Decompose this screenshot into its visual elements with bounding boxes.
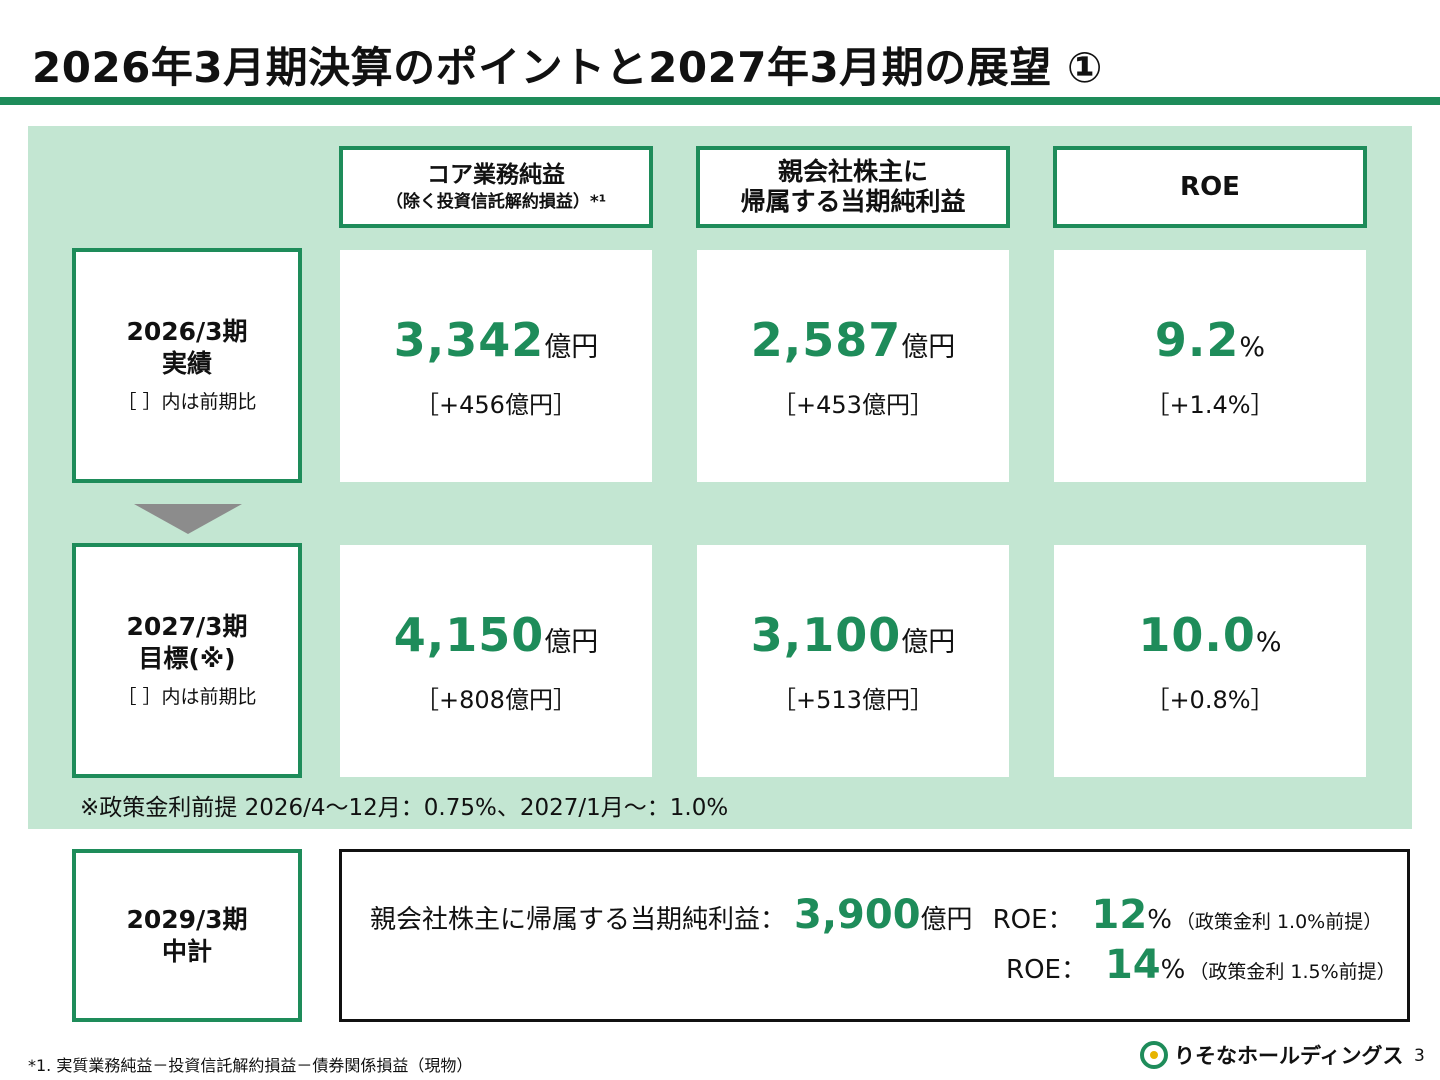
resona-logo-icon [1140,1041,1168,1069]
roe-unit-2: % [1160,955,1186,985]
unit: 億円 [901,331,956,363]
profit-value: 3,900 [794,892,921,938]
yoy-diff: ［+456億円］ [415,390,577,419]
column-header-line1: ROE [1180,172,1240,202]
cell-net-income-2027: 3,100億円 ［+513億円］ [697,545,1009,777]
unit: 億円 [544,331,599,363]
roe-value-2: 14 [1104,942,1161,988]
logo-text: りそなホールディングス [1174,1044,1404,1068]
midterm-line-2: ROE： 14 % （政策金利 1.5%前提） [1006,942,1396,988]
down-arrow-icon [134,504,242,534]
value: 2,587 [750,312,902,367]
row-header-fy2026-actual: 2026/3期 実績 ［ ］内は前期比 [72,248,302,483]
roe-value-1: 12 [1091,892,1148,938]
row-kind: 実績 [161,348,212,378]
column-header-core-net-business-income: コア業務純益 （除く投資信託解約損益）*¹ [339,146,653,228]
roe-note-2: （政策金利 1.5%前提） [1189,961,1396,983]
unit: 億円 [544,626,599,658]
value: 3,100 [750,607,902,662]
policy-rate-assumption-note: ※政策金利前提 2026/4～12月：0.75%、2027/1月～：1.0% [80,795,729,821]
footnote: *1. 実質業務純益－投資信託解約損益－債券関係損益（現物） [28,1056,473,1075]
cell-roe-2026: 9.2% ［+1.4%］ [1054,250,1366,482]
cell-core-income-2027: 4,150億円 ［+808億円］ [340,545,652,777]
unit: % [1255,626,1282,658]
column-header-line2: 帰属する当期純利益 [740,187,966,216]
value: 10.0 [1138,607,1256,662]
column-header-line1: コア業務純益 [427,162,565,188]
yoy-diff: ［+0.8%］ [1145,685,1275,714]
row-header-fy2029-midterm: 2029/3期 中計 [72,849,302,1022]
roe-note-1: （政策金利 1.0%前提） [1175,911,1383,933]
yoy-diff: ［+808億円］ [415,685,577,714]
cell-roe-2027: 10.0% ［+0.8%］ [1054,545,1366,777]
midterm-line-1: 親会社株主に帰属する当期純利益： 3,900 億円 ROE： 12 % （政策金… [370,892,1382,938]
column-header-line1: 親会社株主に [777,157,928,186]
page-number: 3 [1414,1046,1425,1066]
value: 9.2 [1154,312,1240,367]
roe-label: ROE： [1006,955,1087,985]
title-rule [0,97,1440,105]
value: 4,150 [393,607,545,662]
page-title: 2026年3月期決算のポイントと2027年3月期の展望 ① [32,43,1103,92]
yoy-diff: ［+1.4%］ [1145,390,1275,419]
roe-unit-1: % [1147,905,1172,935]
column-header-roe: ROE [1053,146,1367,228]
column-header-line2: （除く投資信託解約損益）*¹ [385,192,607,212]
row-period: 2029/3期 [126,904,248,934]
row-period: 2026/3期 [126,316,248,346]
company-logo: りそなホールディングス [1140,1040,1404,1070]
midterm-plan-box: 親会社株主に帰属する当期純利益： 3,900 億円 ROE： 12 % （政策金… [339,849,1410,1022]
cell-core-income-2026: 3,342億円 ［+456億円］ [340,250,652,482]
yoy-diff: ［+453億円］ [772,390,934,419]
column-header-net-income: 親会社株主に 帰属する当期純利益 [696,146,1010,228]
roe-label: ROE： [992,905,1074,935]
row-period: 2027/3期 [126,611,248,641]
unit: 億円 [901,626,956,658]
row-header-fy2027-target: 2027/3期 目標(※) ［ ］内は前期比 [72,543,302,778]
row-note: ［ ］内は前期比 [117,685,257,708]
row-kind: 目標(※) [138,643,236,673]
profit-label: 親会社株主に帰属する当期純利益： [370,905,787,935]
cell-net-income-2026: 2,587億円 ［+453億円］ [697,250,1009,482]
unit: % [1239,331,1266,363]
row-kind: 中計 [161,936,212,966]
yoy-diff: ［+513億円］ [772,685,934,714]
row-note: ［ ］内は前期比 [117,390,257,413]
profit-unit: 億円 [920,905,973,935]
value: 3,342 [393,312,545,367]
